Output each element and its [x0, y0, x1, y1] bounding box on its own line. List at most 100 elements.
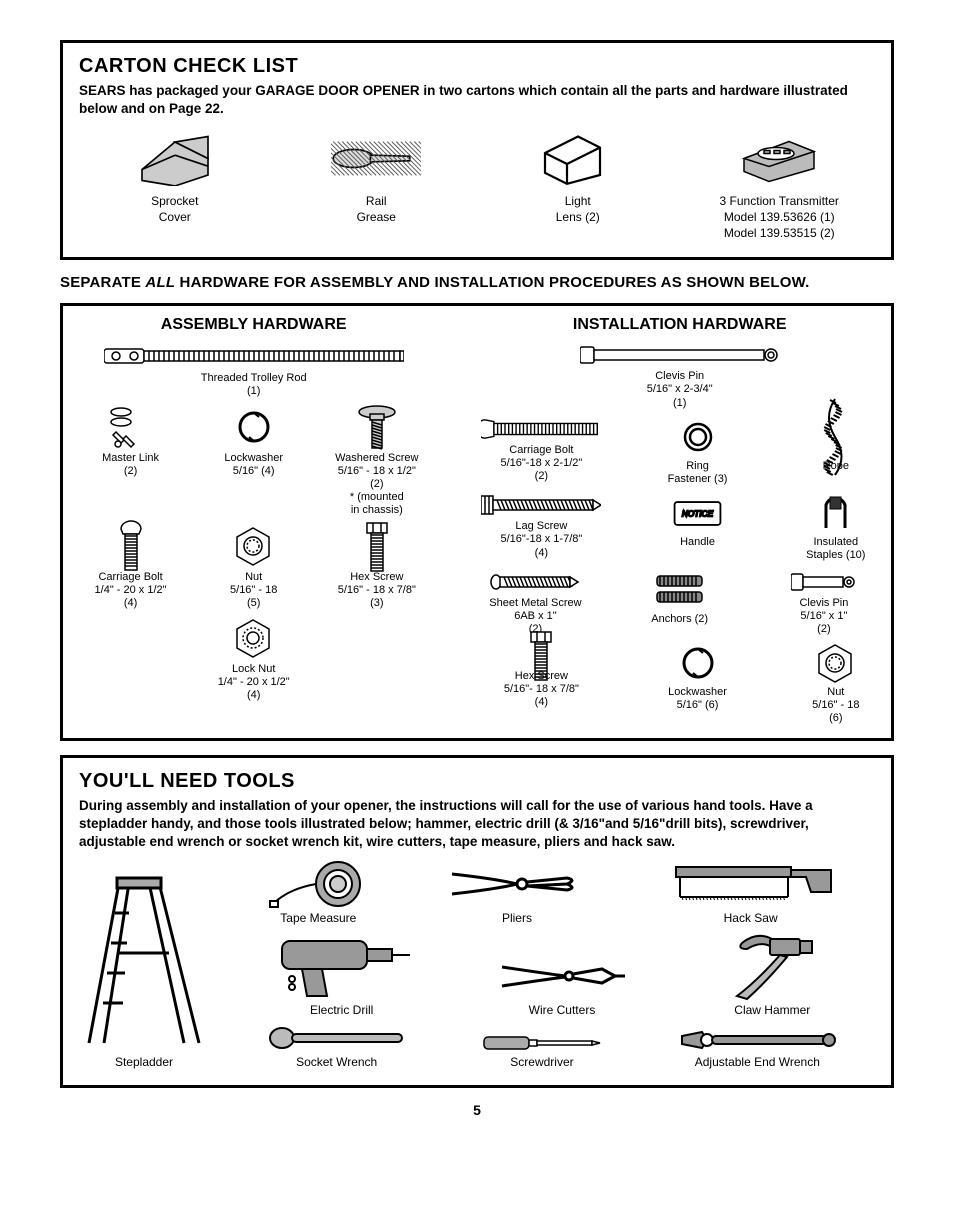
- hardware-item: Clevis Pin 5/16" x 1" (2): [757, 569, 891, 637]
- hw-label: (1): [247, 385, 260, 398]
- hardware-item: Lock Nut 1/4" - 20 x 1/2" (4): [199, 616, 309, 703]
- tools-title: YOU'LL NEED TOOLS: [79, 770, 875, 793]
- tool-label: Stepladder: [115, 1055, 173, 1069]
- lagscrew-icon: [481, 492, 601, 518]
- installation-grid: Clevis Pin 5/16" x 2-3/4" (1) Carriage B…: [456, 342, 903, 725]
- tool-wirecutters: Wire Cutters: [497, 951, 627, 1017]
- hardware-item: Lag Screw 5/16"-18 x 1-7/8" (4): [474, 492, 608, 562]
- hw-label: 6AB x 1": [514, 610, 556, 623]
- hardware-item: Hex Screw 5/16" - 18 x 7/8" (3): [322, 524, 432, 611]
- hw-label: 5/16" x 2-3/4": [647, 383, 713, 396]
- tool-label: Electric Drill: [310, 1003, 373, 1017]
- hw-label: Anchors (2): [651, 613, 708, 626]
- tool-wrench: Adjustable End Wrench: [677, 1028, 837, 1069]
- rodlong-icon: [104, 342, 404, 370]
- tool-drill: Electric Drill: [272, 931, 412, 1017]
- tapemeasure-icon: [268, 859, 368, 909]
- hexscrew2-icon: [481, 642, 601, 668]
- tools-panel: YOU'LL NEED TOOLS During assembly and in…: [60, 755, 894, 1089]
- tools-subtitle: During assembly and installation of your…: [79, 797, 875, 852]
- hw-label: Ring: [686, 460, 709, 473]
- hw-label: (4): [124, 597, 137, 610]
- tool-label: Hack Saw: [724, 911, 778, 925]
- tool-label: Socket Wrench: [296, 1055, 377, 1069]
- hw-label: Hex Screw: [350, 571, 403, 584]
- carton-label: Rail: [281, 194, 473, 210]
- hw-label: (4): [535, 696, 548, 709]
- tool-clawhammer: Claw Hammer: [712, 931, 832, 1017]
- hw-label: (5): [247, 597, 260, 610]
- hw-label: (3): [370, 597, 383, 610]
- handle-icon: NOTICE: [670, 492, 725, 534]
- hardware-item: Carriage Bolt 5/16"-18 x 2-1/2" (2): [474, 416, 608, 486]
- tool-pliers: Pliers: [447, 859, 587, 925]
- hardware-item: Ring Fastener (3): [648, 416, 746, 486]
- assembly-title: ASSEMBLY HARDWARE: [71, 316, 436, 334]
- lockwasher-icon: [226, 405, 281, 450]
- carton-item: Sprocket Cover: [79, 128, 271, 241]
- hw-label: Insulated: [813, 536, 858, 549]
- hw-label: 1/4" - 20 x 1/2": [218, 676, 290, 689]
- hw-label: 5/16" (6): [677, 699, 719, 712]
- carton-label: Cover: [79, 210, 271, 226]
- carton-label: 3 Function Transmitter: [684, 194, 876, 210]
- carton-label: Lens (2): [482, 210, 674, 226]
- tool-label: Adjustable End Wrench: [695, 1055, 820, 1069]
- hw-label: Sheet Metal Screw: [489, 597, 581, 610]
- carton-subtitle: SEARS has packaged your GARAGE DOOR OPEN…: [79, 82, 875, 118]
- hw-label: Lockwasher: [224, 452, 283, 465]
- hardware-item: NOTICE Handle: [648, 492, 746, 562]
- hacksaw-icon: [666, 859, 836, 909]
- stepladder-icon: [79, 873, 209, 1053]
- hardware-item: Lockwasher 5/16" (6): [648, 642, 746, 726]
- carton-label: Grease: [281, 210, 473, 226]
- svg-text:NOTICE: NOTICE: [682, 509, 714, 518]
- hardware-item: Washered Screw 5/16" - 18 x 1/2" (2) * (…: [322, 405, 432, 518]
- hw-label: * (mounted: [350, 491, 404, 504]
- wirecutters-icon: [497, 951, 627, 1001]
- hw-label: (1): [673, 397, 686, 410]
- sprocket-cover-icon: [79, 128, 271, 188]
- hw-label: Nut: [245, 571, 262, 584]
- tool-socketwrench: Socket Wrench: [267, 1023, 407, 1069]
- clevislong-icon: [580, 342, 780, 368]
- hw-label: 5/16" - 18 x 1/2": [338, 465, 416, 478]
- tool-label: Pliers: [502, 911, 532, 925]
- hw-label: (6): [829, 712, 842, 725]
- carton-item: Light Lens (2): [482, 128, 674, 241]
- tool-tapemeasure: Tape Measure: [268, 859, 368, 925]
- hw-label: Clevis Pin: [799, 597, 848, 610]
- hw-label: Carriage Bolt: [509, 444, 573, 457]
- socketwrench-icon: [267, 1023, 407, 1053]
- sheetscrew-icon: [475, 569, 595, 595]
- hw-label: 5/16"-18 x 1-7/8": [500, 533, 582, 546]
- hw-label: Washered Screw: [335, 452, 418, 465]
- masterlink-icon: [103, 405, 158, 450]
- carton-item: Rail Grease: [281, 128, 473, 241]
- hardware-item: Rope: [787, 416, 885, 486]
- hw-label: Handle: [680, 536, 715, 549]
- hw-label: (4): [535, 547, 548, 560]
- ringfast-icon: [670, 416, 725, 458]
- hardware-item: Sheet Metal Screw 6AB x 1" (2): [468, 569, 602, 637]
- light-lens-icon: [482, 128, 674, 188]
- carton-label: Light: [482, 194, 674, 210]
- hw-label: (2): [535, 470, 548, 483]
- carton-title: CARTON CHECK LIST: [79, 55, 875, 78]
- hw-label: 5/16" - 18: [230, 584, 277, 597]
- hardware-item: Anchors (2): [631, 569, 729, 637]
- hexnut-icon: [226, 524, 281, 569]
- hw-label: 5/16"-18 x 2-1/2": [500, 457, 582, 470]
- assembly-grid: Threaded Trolley Rod (1) Master Link (2)…: [71, 342, 436, 702]
- tool-label: Wire Cutters: [529, 1003, 596, 1017]
- hardware-panel: ASSEMBLY HARDWARE Threaded Trolley Rod (…: [60, 303, 894, 740]
- hw-label: 5/16"- 18 x 7/8": [504, 683, 579, 696]
- hw-label: Threaded Trolley Rod: [201, 372, 307, 385]
- hardware-item: Carriage Bolt 1/4" - 20 x 1/2" (4): [76, 524, 186, 611]
- hardware-item: Threaded Trolley Rod (1): [71, 342, 436, 398]
- carton-items-row: Sprocket Cover Rail Grease Light Lens (2…: [79, 128, 875, 241]
- tool-label: Tape Measure: [280, 911, 356, 925]
- carton-label: Model 139.53515 (2): [684, 226, 876, 242]
- hardware-item: Lockwasher 5/16" (4): [199, 405, 309, 518]
- hw-label: 5/16" - 18 x 7/8": [338, 584, 416, 597]
